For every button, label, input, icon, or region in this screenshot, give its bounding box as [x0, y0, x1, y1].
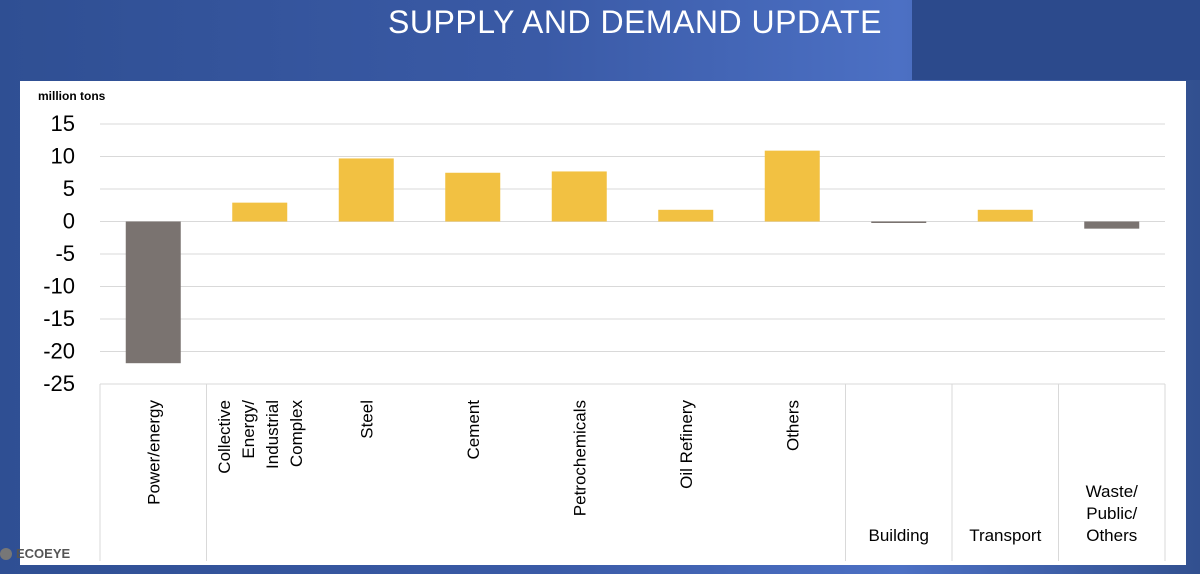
y-axis-unit-label: million tons	[38, 89, 106, 103]
bar	[125, 221, 181, 364]
y-tick-label: -10	[43, 274, 75, 299]
x-tick-label: Others	[783, 400, 802, 451]
y-tick-label: -25	[43, 371, 75, 396]
x-tick-label: Waste/	[1086, 482, 1139, 501]
bar	[551, 171, 607, 222]
x-tick-label: Building	[869, 526, 930, 545]
x-tick-label: Collective Energy/Industrial Complex	[215, 400, 306, 474]
x-tick-label-line: Cement	[464, 400, 483, 460]
bar	[658, 209, 714, 222]
eye-logo-icon	[0, 547, 12, 560]
x-tick-label: Public/	[1086, 504, 1137, 523]
page-title: SUPPLY AND DEMAND UPDATE	[388, 4, 882, 40]
x-tick-label: Steel	[357, 400, 376, 439]
x-tick-label: Cement	[464, 400, 483, 460]
x-tick-label: Petrochemicals	[570, 400, 589, 516]
chart-panel: million tons 15 10 5 0 -5 -10 -15 -20 -25 Power/e…	[20, 81, 1186, 565]
bar-chart: 15 10 5 0 -5 -10 -15 -20 -25 Power/energy Collecti…	[43, 111, 1166, 561]
y-tick-label: -5	[55, 241, 75, 266]
x-tick-label-line: Petrochemicals	[570, 400, 589, 516]
bar	[1084, 221, 1140, 229]
bar	[445, 172, 501, 222]
x-tick-label-line: Energy/	[239, 400, 258, 459]
bar	[871, 221, 927, 223]
y-tick-label: 10	[51, 144, 75, 169]
x-tick-label: Others	[1086, 526, 1137, 545]
brand-logo: ECOEYE	[0, 546, 70, 561]
x-tick-label-line: Steel	[357, 400, 376, 439]
x-tick-label-line: Others	[783, 400, 802, 451]
bar	[338, 158, 394, 222]
x-tick-label-line: Collective	[215, 400, 234, 474]
bar	[977, 209, 1033, 222]
x-tick-label: Oil Refinery	[677, 400, 696, 489]
bar	[764, 150, 820, 222]
brand-name: ECOEYE	[16, 546, 71, 561]
bar	[232, 202, 288, 222]
x-tick-label-line: Industrial	[263, 400, 282, 469]
y-tick-label: 0	[63, 209, 75, 234]
x-tick-label: Transport	[969, 526, 1041, 545]
y-tick-label: 15	[51, 111, 75, 136]
y-tick-label: -20	[43, 339, 75, 364]
y-tick-label: 5	[63, 176, 75, 201]
header-band	[912, 0, 1200, 80]
x-tick-label-line: Complex	[287, 400, 306, 468]
x-tick-label: Power/energy	[144, 400, 163, 505]
x-tick-label-line: Power/energy	[144, 400, 163, 505]
x-tick-label-line: Oil Refinery	[677, 400, 696, 489]
y-tick-label: -15	[43, 306, 75, 331]
